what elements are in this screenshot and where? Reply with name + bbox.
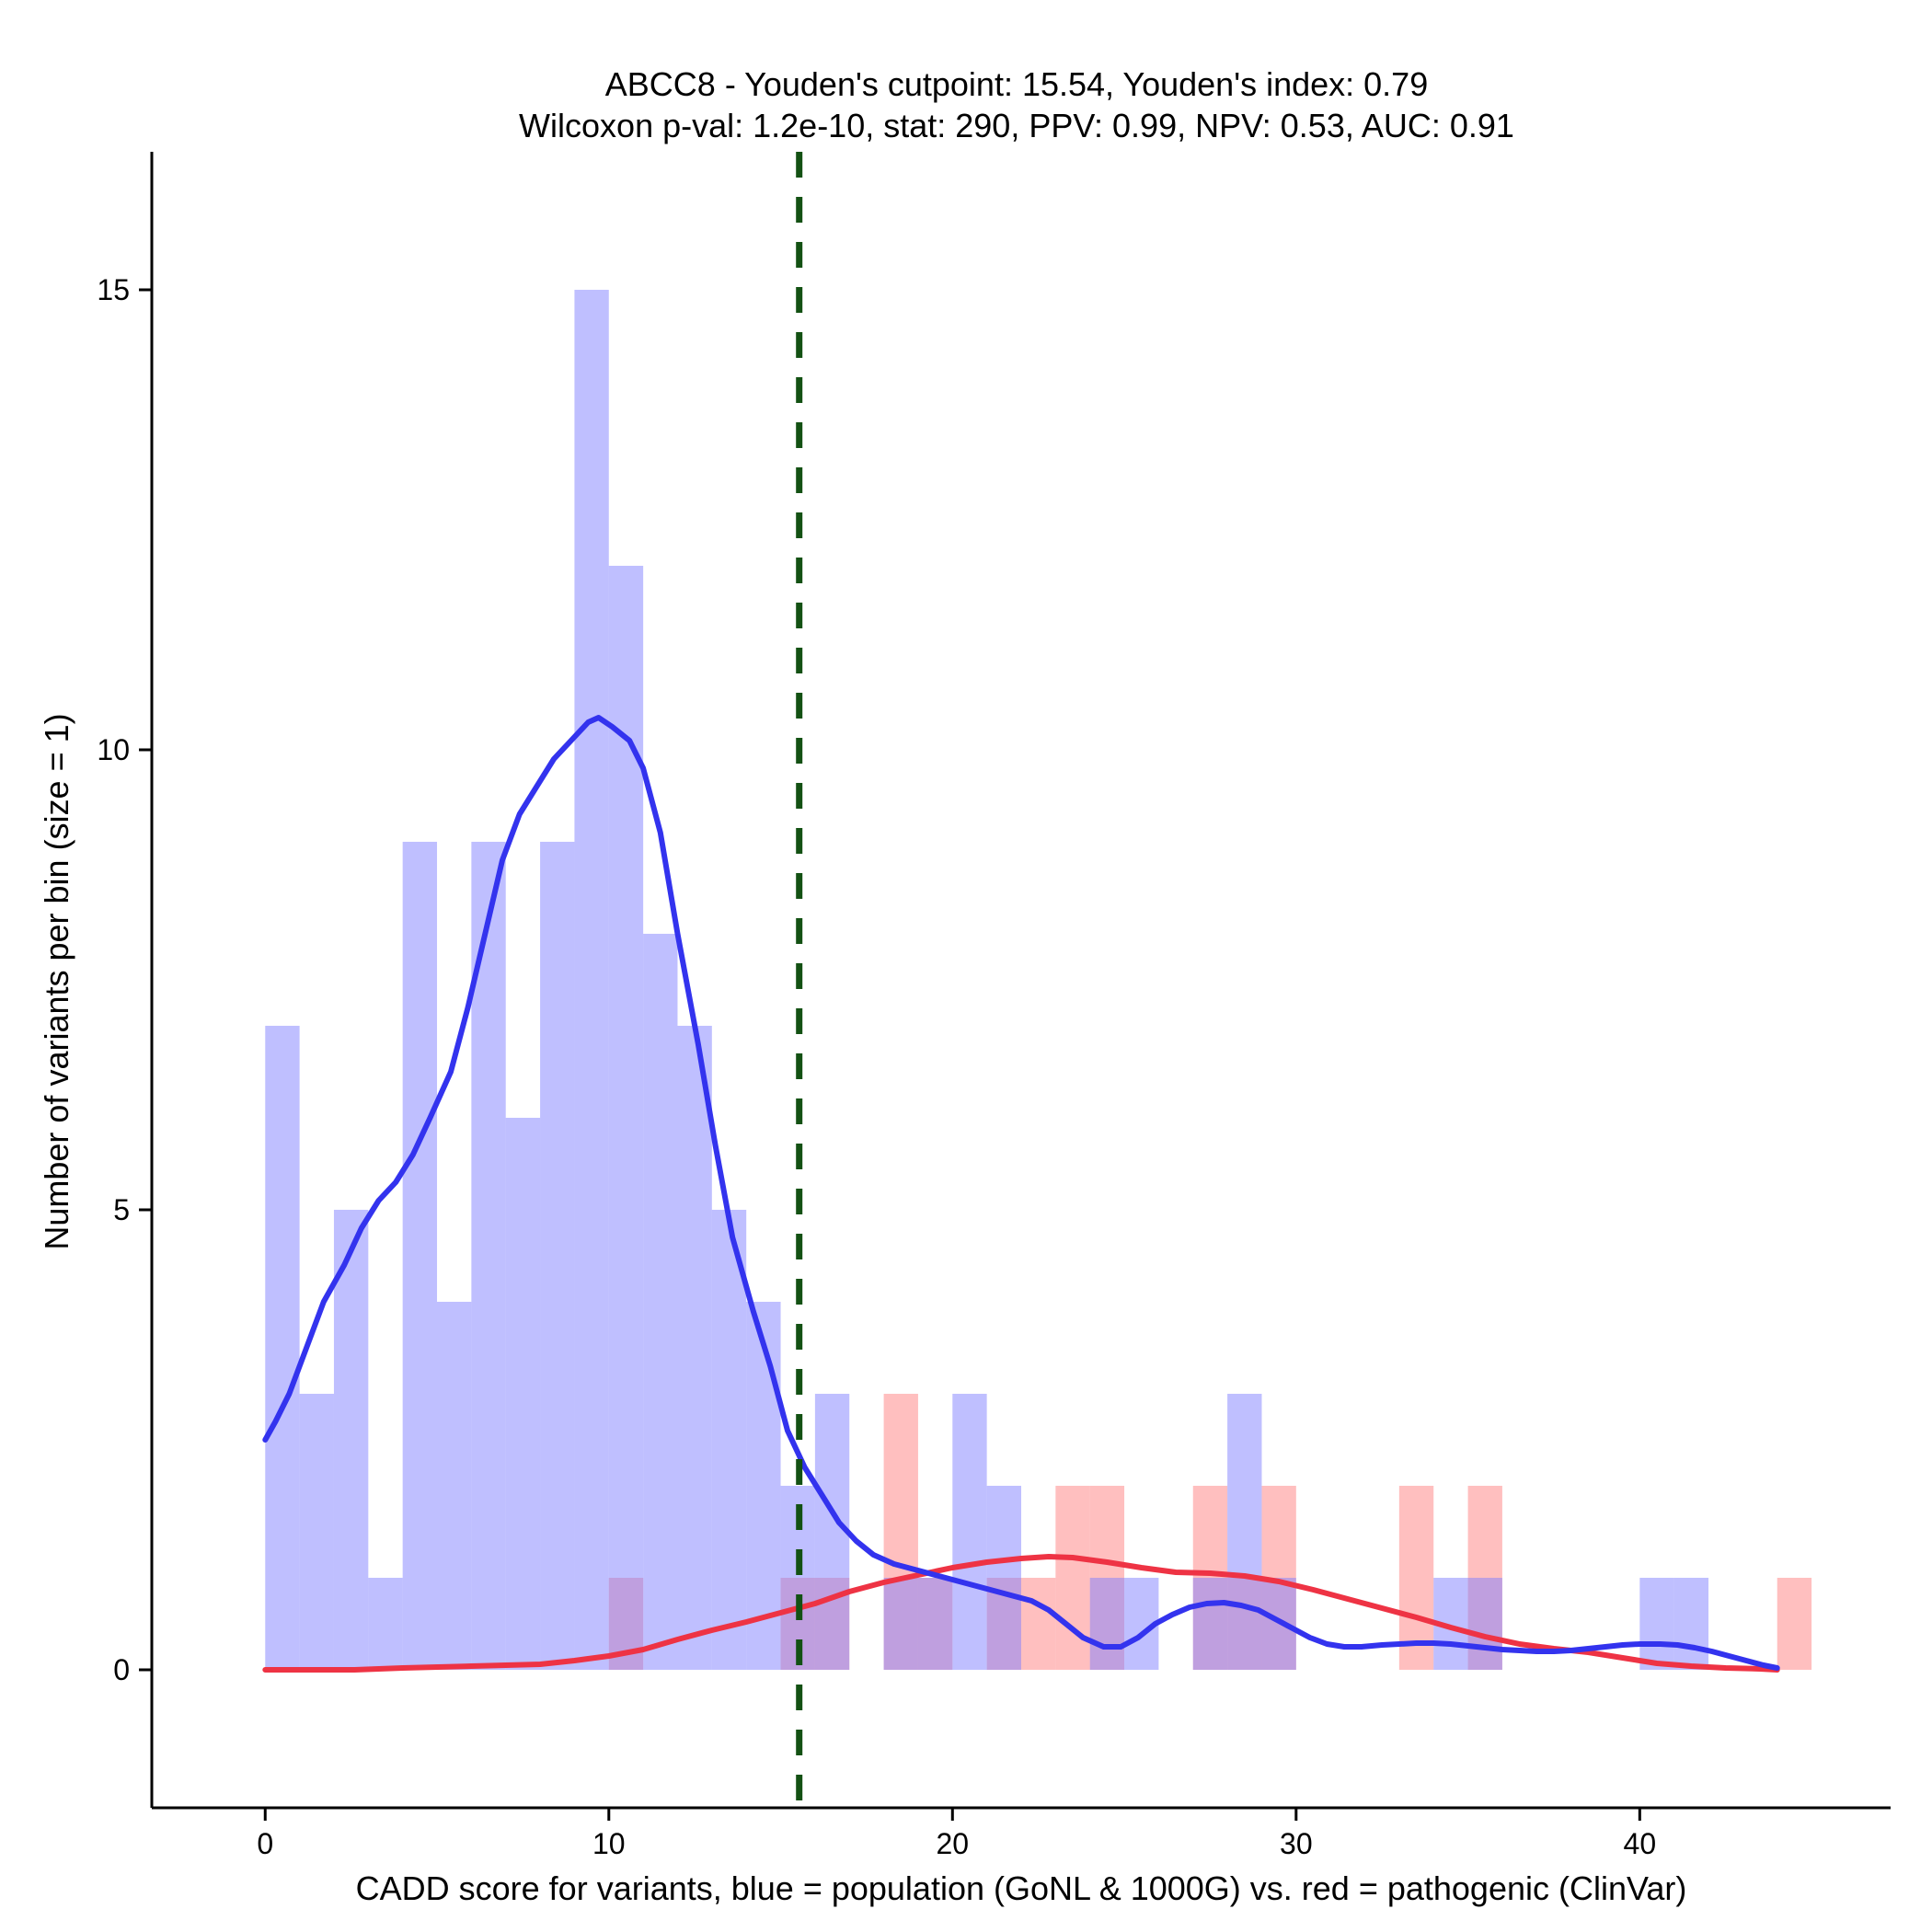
pathogenic-bar — [1777, 1578, 1812, 1670]
population-bar — [711, 1210, 747, 1670]
population-bar — [608, 566, 644, 1670]
population-bar — [643, 934, 678, 1670]
pathogenic-bar — [1398, 1486, 1434, 1670]
y-tick-label: 5 — [113, 1193, 130, 1226]
x-tick-label: 10 — [592, 1827, 626, 1860]
density-curves — [262, 715, 1780, 1673]
axes: 0 10 20 30 40 0 5 10 15 — [97, 152, 1891, 1860]
population-bar — [917, 1578, 953, 1670]
population-bar — [333, 1210, 369, 1670]
population-bar — [746, 1302, 781, 1670]
population-bar — [1467, 1578, 1502, 1670]
chart-title: ABCC8 - Youden's cutpoint: 15.54, Youden… — [605, 65, 1428, 103]
y-tick-label: 15 — [97, 273, 130, 306]
chart-subtitle: Wilcoxon p-val: 1.2e-10, stat: 290, PPV:… — [519, 107, 1514, 144]
population-bar — [540, 842, 575, 1670]
population-bar — [677, 1026, 712, 1670]
x-tick-label: 40 — [1624, 1827, 1657, 1860]
population-bar — [1673, 1578, 1709, 1670]
population-bar — [1192, 1578, 1228, 1670]
population-bar — [299, 1394, 334, 1670]
x-tick-label: 0 — [257, 1827, 273, 1860]
population-bar — [574, 290, 609, 1670]
population-density-line — [262, 715, 1780, 1671]
population-bars — [265, 290, 1709, 1670]
x-axis-label: CADD score for variants, blue = populati… — [356, 1869, 1687, 1907]
population-bar — [505, 1118, 541, 1670]
population-bar — [265, 1026, 300, 1670]
y-axis-label: Number of variants per bin (size = 1) — [38, 713, 75, 1249]
y-tick-label: 10 — [97, 733, 130, 766]
y-tick-label: 0 — [113, 1653, 130, 1686]
population-bar — [1639, 1578, 1674, 1670]
population-bar — [1089, 1578, 1125, 1670]
population-bar — [814, 1394, 850, 1670]
population-bar — [986, 1486, 1021, 1670]
population-bar — [437, 1302, 472, 1670]
x-tick-label: 30 — [1280, 1827, 1313, 1860]
population-bar — [368, 1578, 403, 1670]
x-tick-label: 20 — [936, 1827, 969, 1860]
population-bar — [952, 1394, 987, 1670]
pathogenic-bar — [1021, 1578, 1056, 1670]
population-bar — [883, 1578, 918, 1670]
population-bar — [1227, 1394, 1262, 1670]
pathogenic-bar — [1055, 1486, 1090, 1670]
population-bar — [402, 842, 438, 1670]
